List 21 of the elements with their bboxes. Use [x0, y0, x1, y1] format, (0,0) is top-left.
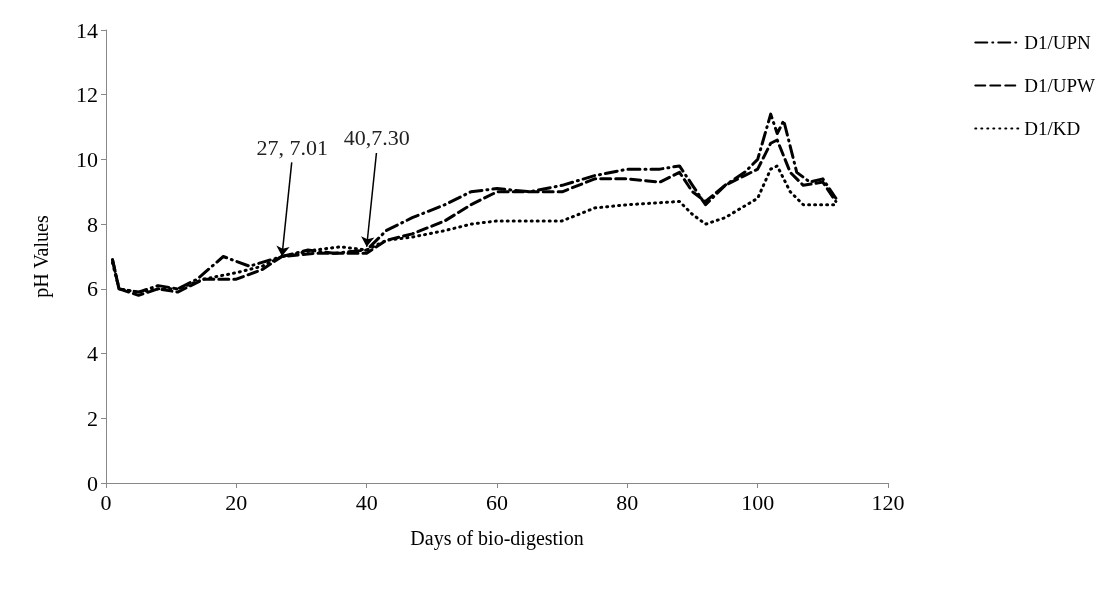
x-tick-label: 80	[616, 489, 639, 515]
x-tick-label: 40	[355, 489, 378, 515]
y-tick-label: 0	[87, 470, 98, 496]
x-axis-title: Days of bio-digestion	[410, 527, 584, 550]
y-tick-label: 4	[87, 341, 98, 367]
y-tick-label: 10	[76, 146, 98, 172]
legend-label: D1/UPN	[1024, 32, 1092, 53]
y-tick-label: 14	[76, 17, 98, 43]
y-tick-label: 12	[76, 82, 98, 108]
x-tick-label: 20	[225, 489, 248, 515]
y-tick-label: 8	[87, 211, 98, 237]
legend-label: D1/KD	[1024, 118, 1081, 139]
x-tick-label: 120	[871, 489, 905, 515]
y-tick-label: 2	[87, 405, 98, 431]
y-tick-label: 6	[87, 276, 98, 302]
annotation: 27, 7.01	[256, 134, 328, 160]
legend-label: D1/UPW	[1024, 75, 1096, 96]
y-axis-title: pH Values	[30, 215, 53, 298]
x-tick-label: 100	[741, 489, 775, 515]
annotation: 40,7.30	[343, 125, 410, 151]
x-tick-label: 60	[486, 489, 508, 515]
